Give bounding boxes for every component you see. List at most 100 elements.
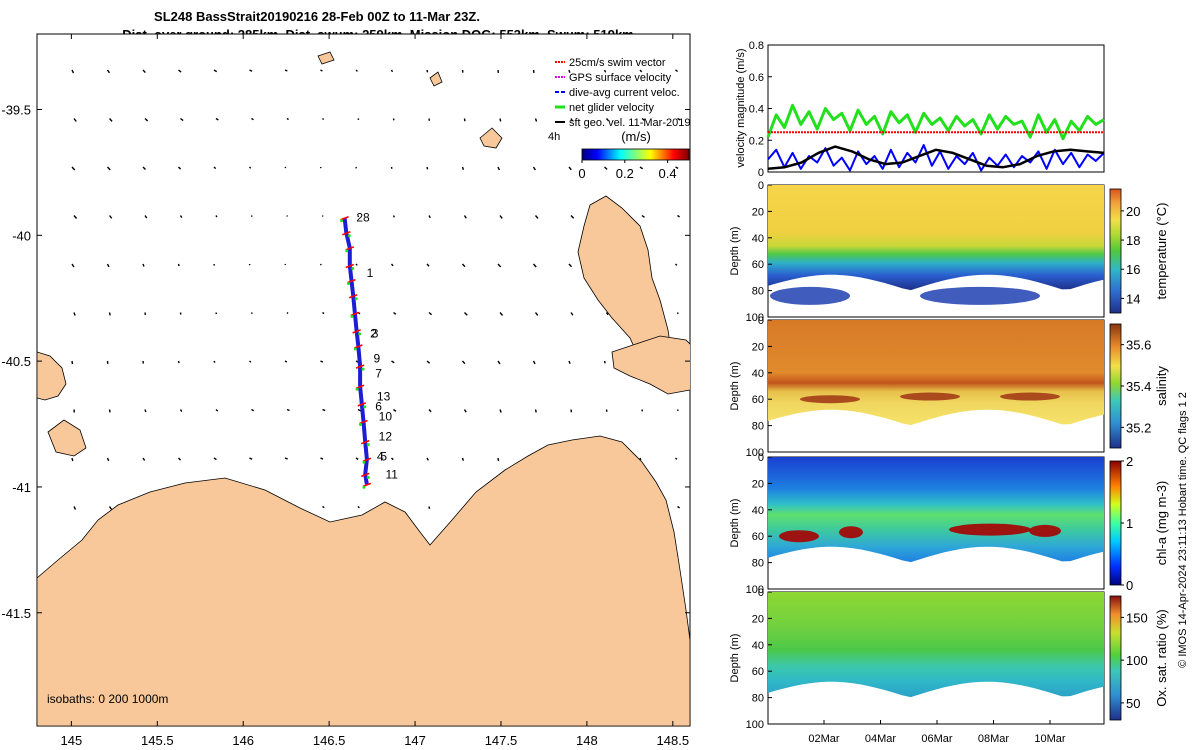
current-vector bbox=[286, 408, 290, 412]
salinity-ylabel: Depth (m) bbox=[729, 362, 741, 411]
current-vector bbox=[677, 214, 680, 218]
swim-vector-mark bbox=[350, 311, 360, 317]
velocity-y-tick-label: 0.8 bbox=[749, 40, 764, 52]
current-vector bbox=[675, 166, 679, 170]
salinity-cbar-label: salinity bbox=[1154, 366, 1169, 406]
current-vector bbox=[71, 457, 74, 462]
map-x-axis: 145 145.5 146 146.5 147 147.5 148 148.5 bbox=[61, 34, 689, 748]
current-vector bbox=[322, 408, 326, 412]
current-vector bbox=[108, 409, 111, 413]
map-y-tick-label: -39.5 bbox=[1, 102, 31, 117]
temperature-cbar-tick-label: 14 bbox=[1126, 291, 1140, 306]
swim-vector-mark bbox=[347, 278, 356, 284]
current-vector bbox=[426, 166, 429, 170]
current-vector bbox=[144, 117, 149, 122]
temperature-field bbox=[768, 185, 1104, 291]
temperature-y-tick-label: 80 bbox=[752, 286, 764, 298]
map-x-tick-label: 148 bbox=[576, 733, 598, 748]
velocity-y-tick-label: 0.2 bbox=[749, 135, 764, 147]
swim-vector-mark bbox=[355, 364, 365, 369]
velocity-y-tick-label: 0.4 bbox=[749, 104, 764, 116]
oxygen-cbar-tick-label: 50 bbox=[1126, 696, 1140, 711]
current-vector bbox=[357, 505, 360, 509]
temperature-y-tick-label: 20 bbox=[752, 206, 764, 218]
current-vector bbox=[178, 69, 182, 73]
current-vector bbox=[391, 457, 394, 461]
figure-title: SL248 BassStrait20190216 28-Feb 00Z to 1… bbox=[154, 9, 480, 24]
legend-gps-label: GPS surface velocity bbox=[569, 72, 672, 84]
current-vector bbox=[534, 312, 539, 316]
temperature-y-tick-label: 40 bbox=[752, 233, 764, 245]
chla-colorbar bbox=[1109, 460, 1122, 586]
map-cbar-tick-label: 0 bbox=[578, 166, 585, 181]
section-x-tick-label: 08Mar bbox=[978, 733, 1010, 745]
velocity-series-line bbox=[767, 145, 1105, 171]
swim-vector-mark bbox=[345, 263, 355, 269]
islet-north bbox=[479, 127, 503, 149]
current-vector bbox=[499, 312, 504, 316]
current-vector bbox=[320, 360, 324, 363]
salinity-cbar-tick-label: 35.2 bbox=[1126, 420, 1151, 435]
net-velocity-mark bbox=[355, 387, 359, 391]
temperature-colorbar bbox=[1109, 188, 1122, 314]
chla-section-panel: 0 20 40 60 80 100 Depth (m) 0 1 2 chl-a (mg m-3) bbox=[729, 452, 1169, 596]
legend-geo-label: sft geo. vel. 11-Mar-2019 bbox=[569, 117, 690, 129]
current-vector bbox=[108, 118, 113, 122]
current-vector bbox=[213, 69, 218, 73]
salinity-cbar-tick-label: 35.6 bbox=[1126, 338, 1151, 353]
current-vector bbox=[428, 311, 433, 316]
chla-cbar-label: chl-a (mg m-3) bbox=[1154, 481, 1169, 566]
temperature-y-tick-label: 0 bbox=[758, 180, 764, 192]
current-vector bbox=[73, 506, 77, 510]
current-vector bbox=[497, 166, 501, 171]
map-x-tick-label: 147 bbox=[404, 733, 426, 748]
day-label: 4 bbox=[377, 450, 384, 464]
swim-vector-mark bbox=[360, 472, 370, 478]
salinity-field bbox=[768, 320, 1104, 426]
current-vector bbox=[284, 166, 287, 169]
oxygen-y-tick-label: 0 bbox=[758, 587, 764, 599]
current-vector bbox=[284, 69, 288, 72]
map-colorbar bbox=[581, 148, 690, 161]
map-x-tick-label: 145 bbox=[61, 733, 83, 748]
net-velocity-mark bbox=[366, 475, 370, 479]
day-label: 28 bbox=[356, 211, 370, 225]
net-velocity-mark bbox=[363, 405, 367, 409]
current-vector bbox=[177, 360, 180, 364]
net-velocity-mark bbox=[347, 234, 351, 238]
net-velocity-mark bbox=[350, 314, 354, 318]
current-vector bbox=[639, 166, 644, 170]
chla-field bbox=[768, 457, 1104, 563]
map-y-tick-label: -41 bbox=[12, 480, 31, 495]
current-vector bbox=[322, 505, 325, 509]
hunter-island bbox=[47, 419, 87, 457]
current-vector bbox=[677, 117, 681, 121]
current-vector bbox=[357, 408, 361, 412]
chla-y-tick-label: 80 bbox=[752, 558, 764, 570]
section-x-tick-label: 10Mar bbox=[1034, 733, 1066, 745]
cold-water-patch bbox=[770, 286, 850, 305]
current-vector bbox=[108, 506, 113, 510]
current-vector bbox=[568, 69, 571, 73]
imos-credit: © IMOS 14-Apr-2024 23:11:13 Hobart time.… bbox=[1177, 392, 1189, 668]
current-vector bbox=[499, 118, 502, 122]
temperature-cbar-label: temperature (°C) bbox=[1154, 203, 1169, 300]
current-vector bbox=[144, 215, 148, 219]
current-vector bbox=[108, 215, 113, 219]
current-vector bbox=[249, 166, 252, 169]
current-vector bbox=[215, 408, 219, 412]
salinity-y-tick-label: 60 bbox=[752, 394, 764, 406]
current-vector bbox=[641, 214, 645, 218]
current-vector bbox=[676, 312, 679, 315]
current-vector bbox=[320, 457, 324, 460]
temperature-cbar-tick-label: 18 bbox=[1126, 233, 1140, 248]
current-vector bbox=[639, 457, 642, 461]
map-x-tick-label: 145.5 bbox=[141, 733, 174, 748]
velocity-y-tick-label: 0.6 bbox=[749, 72, 764, 84]
oxygen-field bbox=[768, 592, 1104, 698]
map-y-tick-label: -40 bbox=[12, 228, 31, 243]
current-vector bbox=[534, 215, 539, 219]
velocity-y-tick-label: 0 bbox=[758, 167, 764, 179]
current-vector bbox=[251, 117, 254, 121]
